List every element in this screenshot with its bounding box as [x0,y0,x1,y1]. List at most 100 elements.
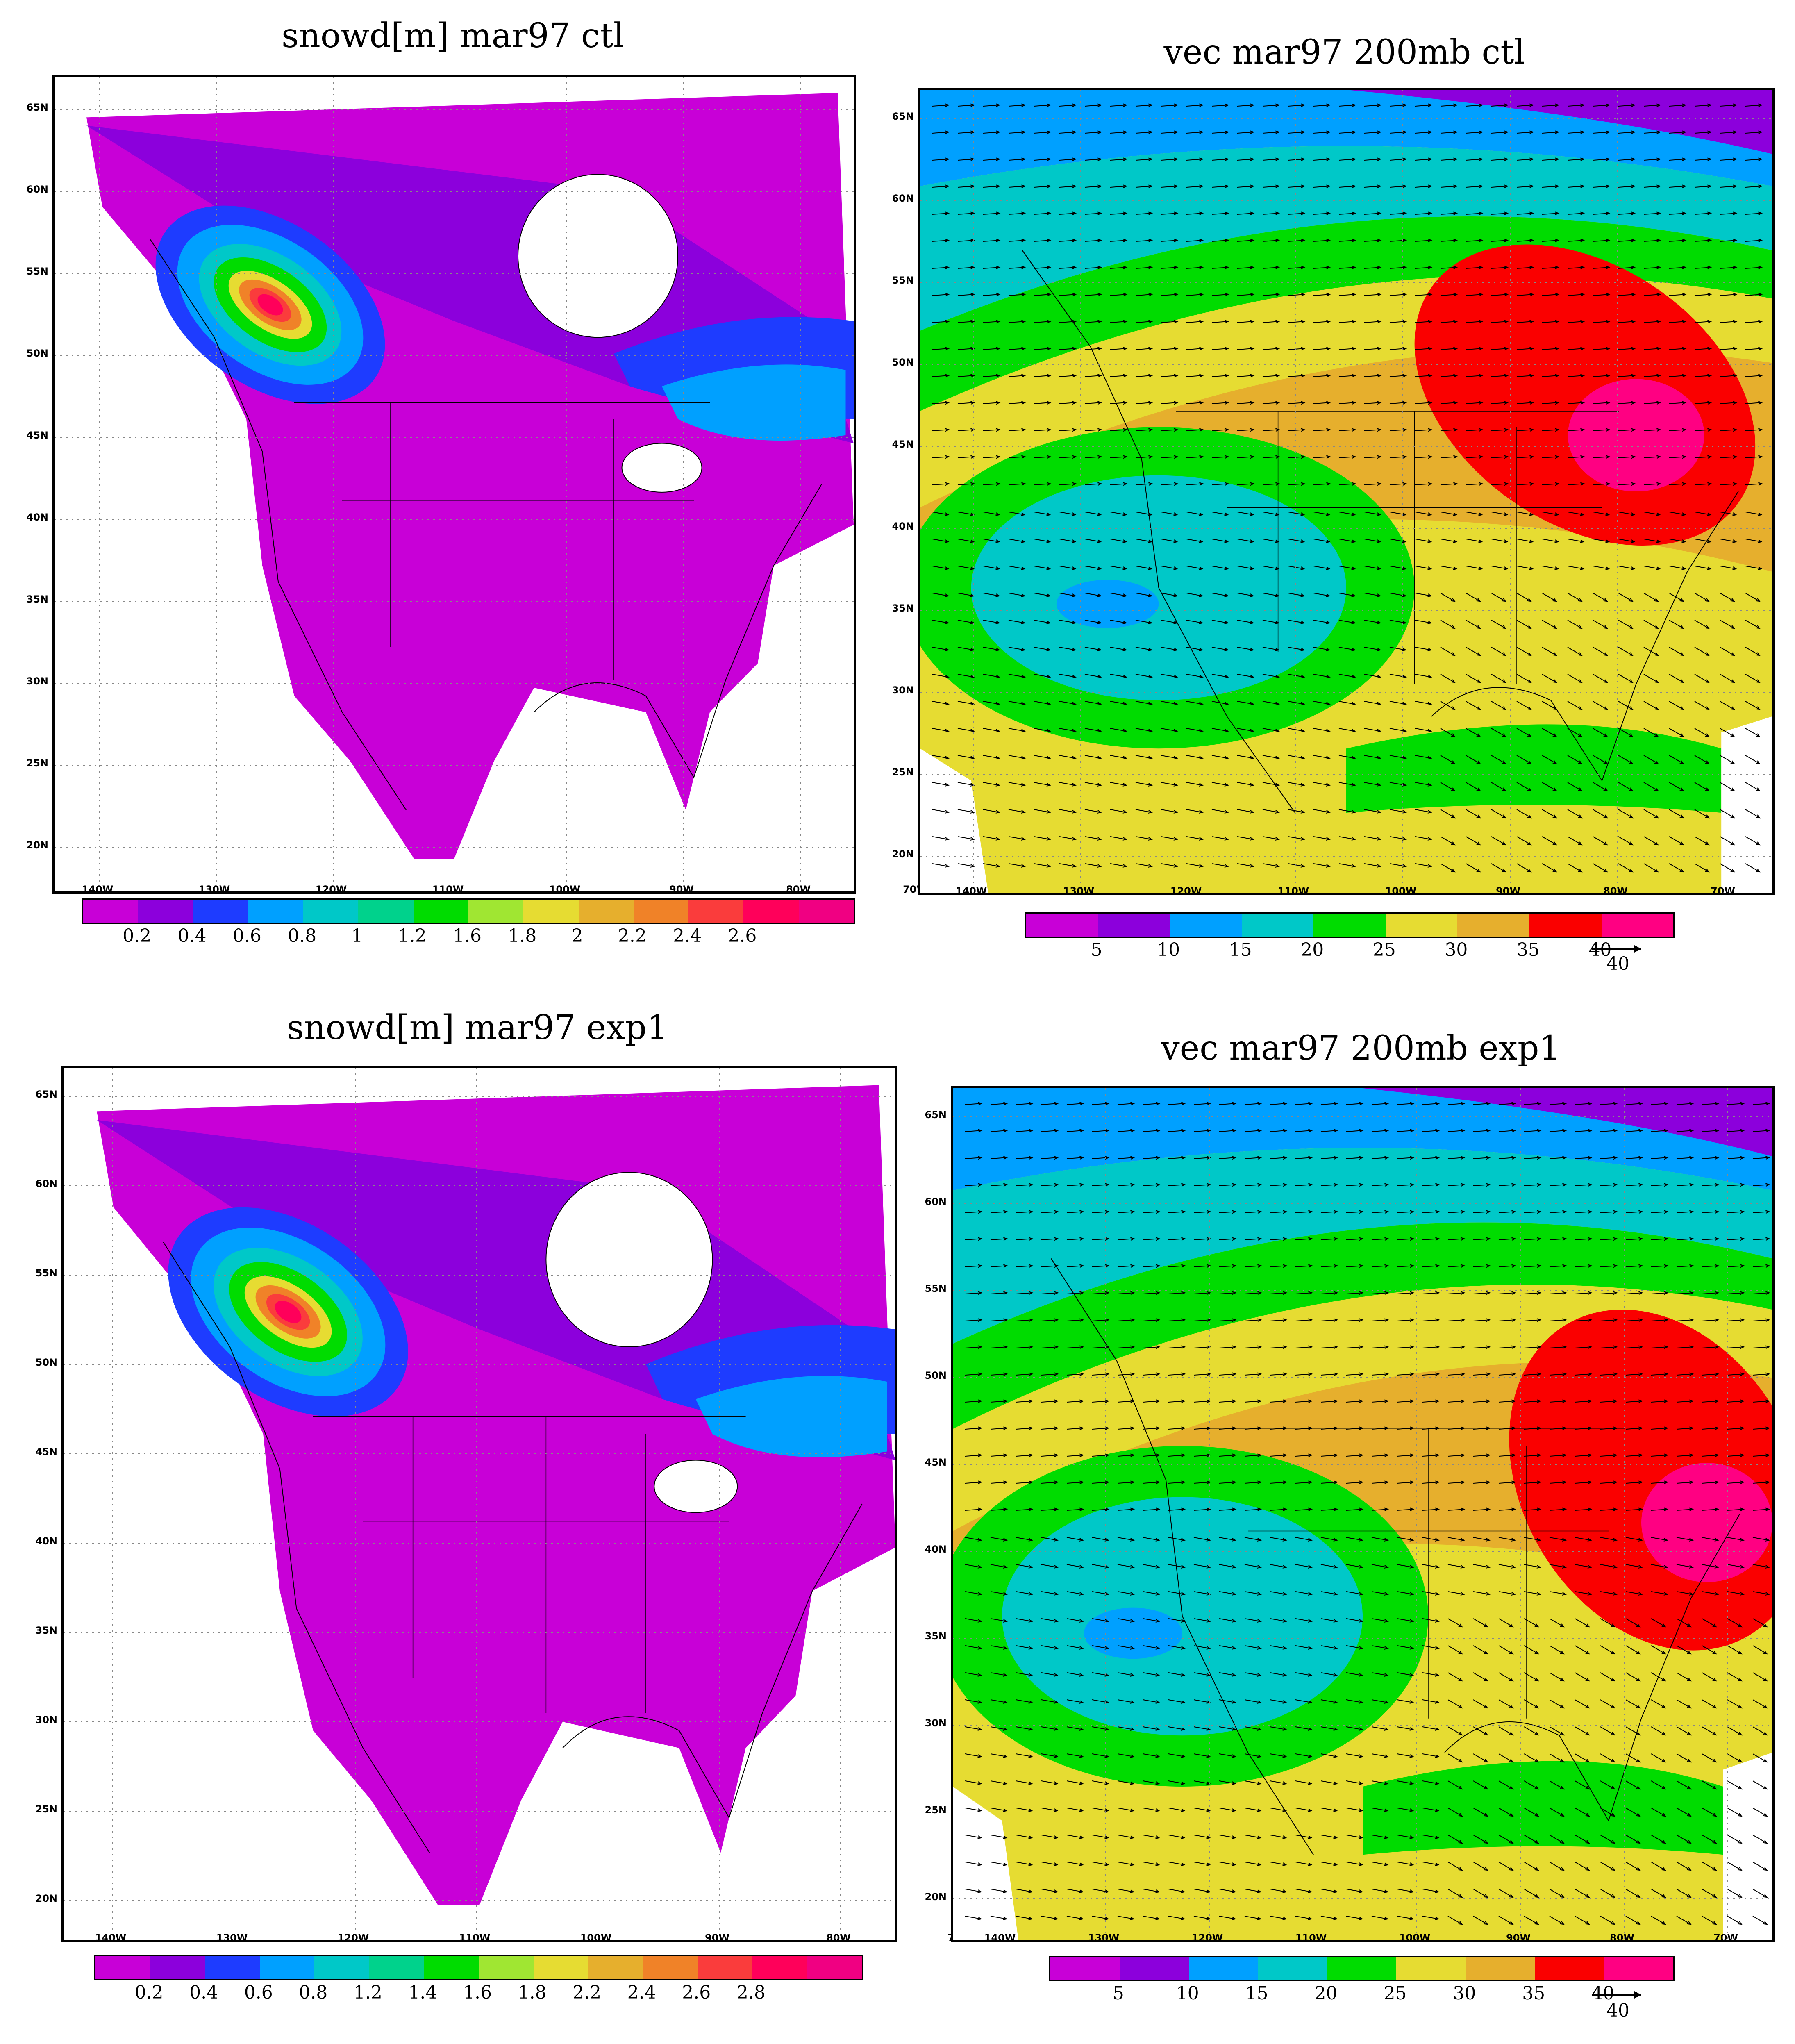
wind-vector [932,293,950,297]
wind-vector [1727,1537,1745,1542]
wind-vector [1092,1102,1110,1106]
wind-vector [1008,157,1026,161]
wind-vector [990,1480,1008,1485]
wind-vector [1625,1889,1641,1898]
wind-vector [1066,1156,1084,1160]
wind-vector [1498,1808,1514,1817]
lon-label: 70W [1711,885,1735,897]
wind-vector [1549,1156,1567,1160]
wind-vector [1694,593,1710,602]
wind-vector [1161,755,1178,759]
wind-vector [1440,782,1456,791]
wind-vector [1702,1780,1717,1790]
wind-vector [1676,1102,1694,1106]
wind-vector [1008,266,1026,270]
wind-vector [1466,157,1484,161]
wind-vector [1270,1591,1287,1596]
wind-vector [1313,809,1331,814]
wind-vector [1651,1591,1668,1596]
wind-vector [1237,130,1255,134]
wind-vector [1389,512,1407,516]
wind-vector [932,320,950,324]
wind-vector [1364,701,1381,705]
wind-vector [1397,1726,1414,1731]
wind-vector [1415,782,1432,787]
wind-vector [1491,184,1509,189]
wind-vector [1320,1618,1338,1623]
wind-vector [1720,374,1738,378]
wind-vector [1466,782,1481,791]
wind-vector [1193,1808,1211,1812]
wind-vector [1549,1480,1567,1485]
wind-vector [1346,1889,1363,1893]
wind-vector [990,1453,1008,1457]
wind-vector [1727,1591,1745,1596]
wind-vector [1516,593,1532,602]
wind-vector [1237,701,1254,705]
wind-vector [1135,428,1153,432]
colorbar-label: 15 [1245,1983,1268,2004]
wind-vector [1447,1453,1466,1457]
wind-vector [1364,130,1382,134]
wind-vector [1117,1129,1135,1133]
wind-vector [1338,728,1356,732]
wind-vector [1110,401,1128,405]
wind-vector [1549,1102,1567,1106]
wind-vector [1727,1399,1745,1403]
wind-vector [1244,1156,1262,1160]
wind-vector [1720,809,1735,819]
wind-vector [1034,428,1052,432]
wind-vector [1270,1129,1288,1133]
wind-vector [1084,184,1102,189]
wind-vector [1084,482,1102,486]
wind-vector [1389,239,1407,243]
wind-vector [1059,347,1077,351]
wind-vector [1168,1591,1186,1596]
wind-vector [1135,782,1153,787]
wind-speed-map [953,1088,1772,1940]
wind-vector [1371,1591,1389,1596]
wind-vector [1702,1156,1720,1160]
wind-vector [1244,1889,1262,1893]
wind-vector [1143,1291,1161,1295]
wind-vector [1295,1372,1313,1376]
wind-vector [1593,863,1608,873]
wind-vector [1135,620,1153,624]
wind-vector [1593,347,1611,351]
wind-vector [1066,1129,1084,1133]
wind-vector [1516,239,1534,243]
wind-vector [1211,836,1229,841]
lon-label: 120W [337,1932,369,1944]
wind-vector [932,539,950,543]
wind-vector [1295,1753,1313,1758]
wind-vector [1135,455,1153,459]
wind-vector [1262,512,1280,516]
wind-vector [990,1345,1008,1349]
wind-vector [1135,863,1153,868]
lat-label: 40N [925,1544,947,1555]
wind-vector [1041,1808,1059,1812]
state-boundaries [1199,1428,1625,1719]
wind-vector [1320,1564,1338,1569]
wind-vector [1575,1318,1593,1322]
wind-vector [1059,374,1077,378]
wind-vector [1752,1264,1770,1268]
lat-label: 60N [35,1178,57,1189]
wind-vector [1295,1564,1313,1569]
wind-vector [1270,1780,1287,1785]
wind-vector [1135,239,1153,243]
wind-vector [1084,755,1102,759]
wind-vector [957,593,975,597]
wind-vector [990,1372,1008,1376]
wind-vector [1542,293,1560,297]
wind-vector [1415,455,1433,459]
wind-vector [1397,1480,1415,1485]
wind-vector [1346,1156,1364,1160]
wind-vector [1338,755,1356,759]
wind-vector [1186,863,1204,868]
wind-vector [1320,1345,1338,1349]
wind-vector [1600,1129,1618,1133]
wind-vector [1135,482,1153,486]
wind-vector [1143,1835,1160,1839]
wind-vector [1320,1129,1338,1133]
